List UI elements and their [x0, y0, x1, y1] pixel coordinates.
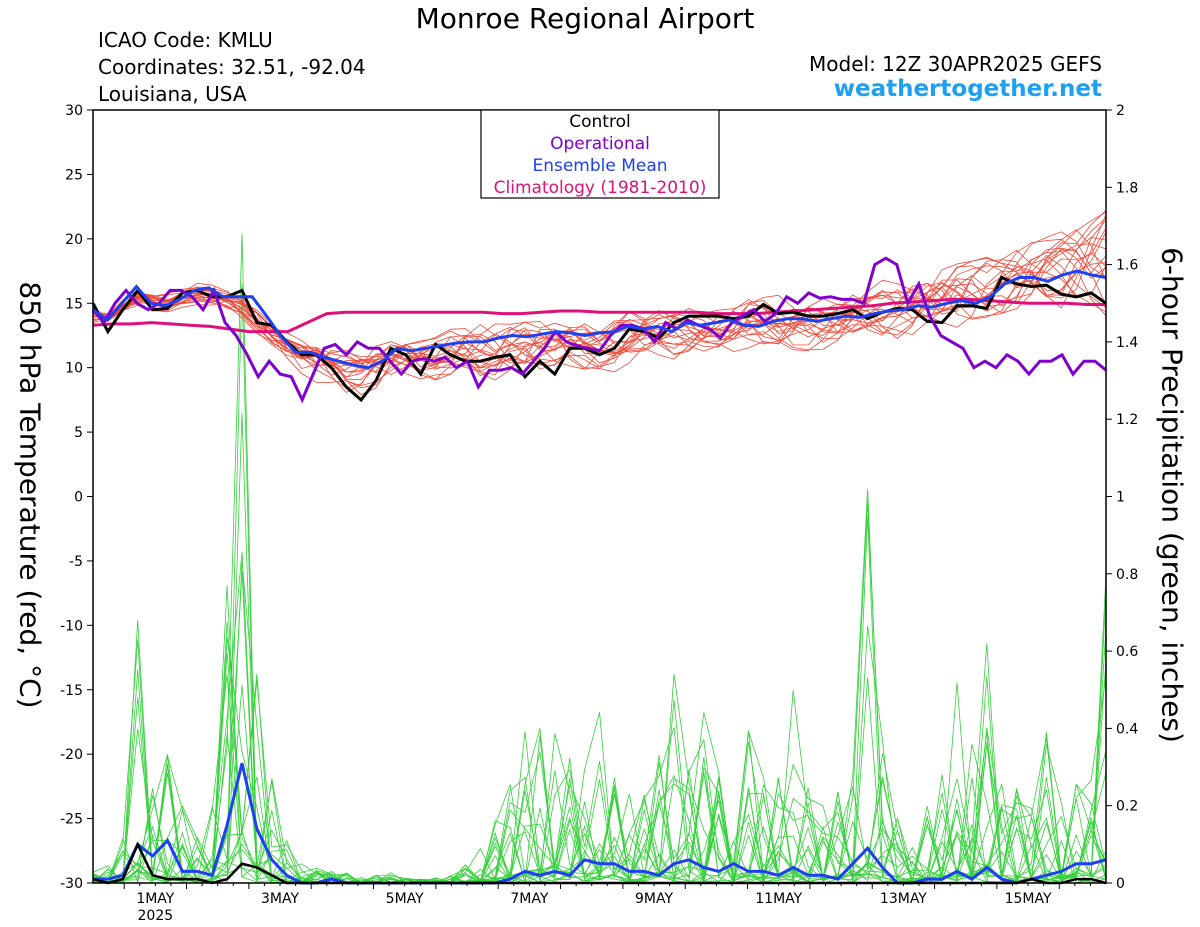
x-tick-sublabel: 2025 — [138, 908, 174, 924]
precip-member-line — [92, 561, 1107, 884]
right-tick-label: 0.8 — [1116, 567, 1138, 583]
right-tick-label: 1.8 — [1116, 180, 1138, 196]
ensemble-mean-temp-line — [92, 269, 1107, 370]
legend-entry: Operational — [550, 134, 650, 154]
left-tick-label: 0 — [74, 490, 83, 506]
right-tick-label: 0.6 — [1116, 644, 1138, 660]
left-tick-label: -15 — [60, 683, 83, 699]
temp-member-line — [92, 231, 1107, 381]
left-tick-label: -10 — [60, 618, 83, 634]
coordinates: Coordinates: 32.51, -92.04 — [98, 55, 366, 79]
left-tick-label: -25 — [60, 812, 83, 828]
x-tick-label: 11MAY — [755, 891, 802, 907]
right-tick-label: 0 — [1116, 876, 1125, 892]
left-tick-label: -30 — [60, 876, 83, 892]
icao-code: ICAO Code: KMLU — [98, 28, 273, 52]
left-tick-label: 5 — [74, 425, 83, 441]
left-tick-label: 30 — [65, 103, 83, 119]
temp-member-line — [92, 227, 1107, 367]
precip-member-line — [92, 500, 1107, 884]
right-tick-label: 1 — [1116, 490, 1125, 506]
legend-entry: Control — [569, 112, 630, 132]
legend-box — [480, 109, 720, 199]
left-tick-label: -5 — [69, 554, 83, 570]
right-tick-label: 2 — [1116, 103, 1125, 119]
precip-member-line — [92, 516, 1107, 884]
left-tick-label: 15 — [65, 296, 83, 312]
page-title: Monroe Regional Airport — [415, 2, 755, 35]
precip-member-line — [92, 637, 1107, 884]
precip-member-line — [92, 625, 1107, 884]
model-run: Model: 12Z 30APR2025 GEFS — [809, 52, 1102, 76]
x-tick-label: 3MAY — [261, 891, 299, 907]
x-tick-label: 5MAY — [386, 891, 424, 907]
temp-member-line — [92, 243, 1107, 378]
x-tick-label: 7MAY — [510, 891, 548, 907]
right-tick-label: 1.6 — [1116, 258, 1138, 274]
climatology-line — [92, 297, 1106, 334]
site-link[interactable]: weathertogether.net — [833, 76, 1102, 102]
left-tick-label: 25 — [65, 167, 83, 183]
legend-entry: Climatology (1981-2010) — [494, 178, 707, 198]
ensemble-mean-precip-line — [93, 762, 1107, 885]
left-tick-label: 20 — [65, 232, 83, 248]
precip-member-line — [92, 682, 1107, 884]
x-tick-label: 15MAY — [1005, 891, 1052, 907]
left-tick-label: -20 — [60, 747, 83, 763]
legend-entry: Ensemble Mean — [532, 156, 667, 176]
right-tick-label: 0.4 — [1116, 721, 1138, 737]
x-tick-label: 13MAY — [880, 891, 927, 907]
left-axis: 30 25 20 15 10 5 0 -5 -10 -15 -20 -25 -30 — [60, 103, 93, 892]
operational-temp-line — [91, 256, 1107, 404]
x-tick-label: 1MAY — [136, 891, 174, 907]
right-tick-label: 1.4 — [1116, 335, 1138, 351]
temp-member-line — [92, 256, 1107, 369]
control-temp-line — [91, 275, 1107, 403]
left-tick-label: 10 — [65, 361, 83, 377]
precip-member-line — [92, 674, 1107, 884]
right-tick-label: 1.2 — [1116, 412, 1138, 428]
location: Louisiana, USA — [98, 82, 247, 106]
right-tick-label: 0.2 — [1116, 799, 1138, 815]
temp-member-line — [92, 247, 1107, 372]
x-tick-label: 9MAY — [635, 891, 673, 907]
right-axis: 2 1.8 1.6 1.4 1.2 1 0.8 0.6 0.4 0.2 0 — [1106, 103, 1138, 892]
